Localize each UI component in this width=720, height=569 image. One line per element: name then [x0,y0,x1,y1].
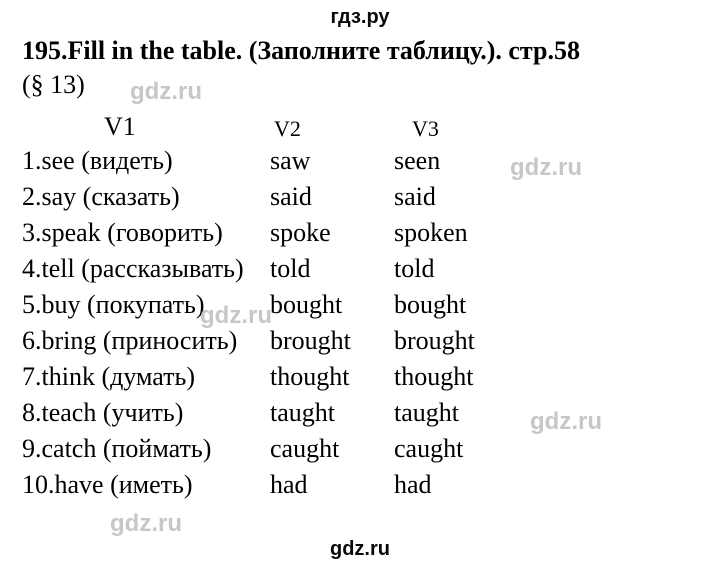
cell-v3: brought [394,328,475,354]
cell-v1: 8.teach (учить) [22,400,183,426]
exercise-content: 195.Fill in the table. (Заполните таблиц… [22,35,702,100]
cell-v1: 7.think (думать) [22,364,195,390]
cell-v2: bought [270,292,342,318]
cell-v1: 9.catch (поймать) [22,436,211,462]
watermark-text: gdz.ru [110,510,182,538]
column-header-v1: V1 [104,112,136,142]
cell-v2: taught [270,400,335,426]
table-row: 2.say (сказать) said said [22,184,702,220]
cell-v2: caught [270,436,339,462]
exercise-title: 195.Fill in the table. (Заполните таблиц… [22,35,702,68]
exercise-instruction: Fill in the table. (Заполните таблицу.).… [68,36,580,65]
page-footer-brand: gdz.ru [0,538,720,561]
table-row: 10.have (иметь) had had [22,472,702,508]
cell-v2: thought [270,364,349,390]
table-row: 9.catch (поймать) caught caught [22,436,702,472]
cell-v1: 6.bring (приносить) [22,328,237,354]
table-row: 3.speak (говорить) spoke spoken [22,220,702,256]
exercise-number: 195. [22,36,68,65]
cell-v2: told [270,256,310,282]
page-header-brand: гдз.ру [0,6,720,29]
cell-v3: told [394,256,434,282]
cell-v3: bought [394,292,466,318]
exercise-section: (§ 13) [22,70,702,100]
cell-v2: said [270,184,312,210]
cell-v3: caught [394,436,463,462]
table-row: 6.bring (приносить) brought brought [22,328,702,364]
cell-v2: had [270,472,308,498]
cell-v3: spoken [394,220,468,246]
column-header-v3: V3 [412,116,439,142]
table-row: 4.tell (рассказывать) told told [22,256,702,292]
cell-v1: 10.have (иметь) [22,472,193,498]
table-row: 1.see (видеть) saw seen [22,148,702,184]
cell-v3: taught [394,400,459,426]
table-row: 5.buy (покупать) bought bought [22,292,702,328]
cell-v3: said [394,184,436,210]
cell-v1: 2.say (сказать) [22,184,180,210]
cell-v2: brought [270,328,351,354]
cell-v3: thought [394,364,473,390]
cell-v1: 4.tell (рассказывать) [22,256,244,282]
cell-v2: spoke [270,220,331,246]
cell-v1: 1.see (видеть) [22,148,173,174]
cell-v3: seen [394,148,440,174]
cell-v3: had [394,472,432,498]
cell-v1: 5.buy (покупать) [22,292,205,318]
cell-v1: 3.speak (говорить) [22,220,223,246]
column-header-v2: V2 [274,116,301,142]
cell-v2: saw [270,148,310,174]
table-row: 7.think (думать) thought thought [22,364,702,400]
table-row: 8.teach (учить) taught taught [22,400,702,436]
